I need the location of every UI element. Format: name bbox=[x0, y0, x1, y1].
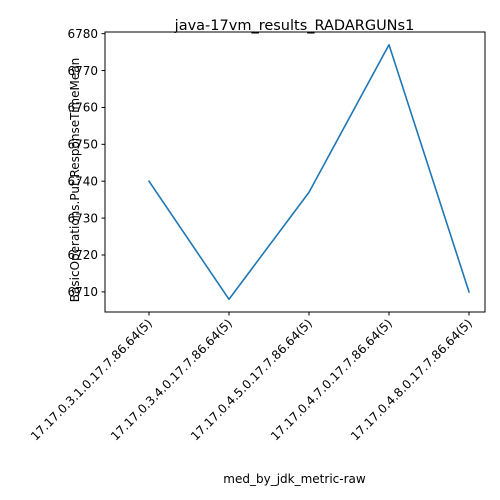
y-tick-label: 6750 bbox=[67, 138, 98, 152]
y-tick-label: 6760 bbox=[67, 101, 98, 115]
y-tick-label: 6720 bbox=[67, 248, 98, 262]
y-tick-label: 6780 bbox=[67, 27, 98, 41]
x-axis-label: med_by_jdk_metric-raw bbox=[223, 472, 366, 486]
y-tick-label: 6770 bbox=[67, 64, 98, 78]
plot-area: 6710672067306740675067606770678017.17.0.… bbox=[28, 27, 486, 443]
y-axis-label: BasicOperations.Put.ResponseTimeMean bbox=[68, 58, 82, 302]
y-tick-label: 6730 bbox=[67, 211, 98, 225]
y-tick-label: 6710 bbox=[67, 285, 98, 299]
series-line bbox=[147, 43, 471, 301]
chart-title: java-17vm_results_RADARGUNs1 bbox=[174, 18, 415, 34]
y-tick-label: 6740 bbox=[67, 174, 98, 188]
plot-frame bbox=[104, 31, 486, 313]
